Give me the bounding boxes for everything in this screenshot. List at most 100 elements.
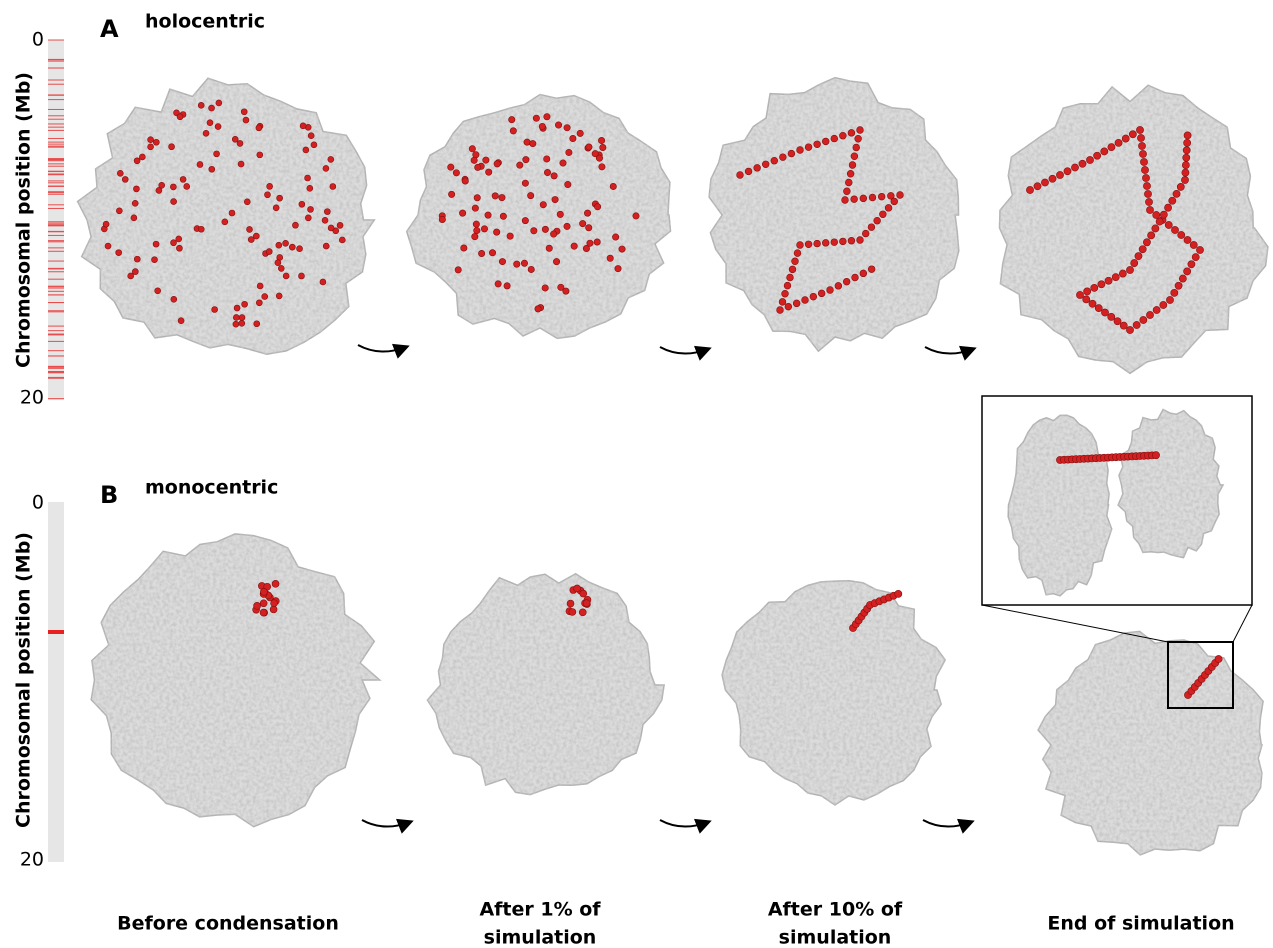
centromere-bead <box>159 182 165 188</box>
centromere-bead <box>564 223 570 229</box>
zoom-line <box>982 605 1168 642</box>
centromere-bead <box>852 274 859 281</box>
chromosome-rendering <box>722 581 945 805</box>
centromere-bead <box>499 258 505 264</box>
centromere-bead <box>1091 284 1098 291</box>
centromere-bead <box>619 246 625 252</box>
centromere-bead <box>1215 655 1222 662</box>
arrow <box>925 347 973 354</box>
centromere-bead <box>1166 296 1173 303</box>
centromere-bead <box>256 300 262 306</box>
centromere-bead <box>851 196 858 203</box>
centromere-bead <box>587 240 593 246</box>
centromere-bead <box>176 236 182 242</box>
centromere-bead <box>1184 139 1191 146</box>
panel-label: A <box>100 15 119 43</box>
panel-title: holocentric <box>145 11 265 33</box>
centromere-bead <box>128 273 134 279</box>
centromere-bead <box>1160 301 1167 308</box>
centromere-bead <box>1101 309 1108 316</box>
centromere-bead <box>242 301 248 307</box>
centromere-bead <box>178 318 184 324</box>
centromere-bead <box>1160 211 1167 218</box>
centromere-bead <box>524 139 530 145</box>
arrow <box>358 345 406 352</box>
centromere-bead <box>1139 150 1146 157</box>
centromere-bead <box>1184 268 1191 275</box>
centromere-bead <box>1112 274 1119 281</box>
centromere-bead <box>779 298 786 305</box>
renderings <box>48 40 1268 862</box>
centromere-bead <box>275 260 281 266</box>
centromere-bead <box>1182 169 1189 176</box>
centromere-bead <box>1181 176 1188 183</box>
centromere-bead <box>473 221 479 227</box>
centromere-bead <box>472 233 478 239</box>
stage-label: simulation <box>779 927 892 948</box>
centromere-bead <box>860 270 867 277</box>
centromere-bead <box>610 183 616 189</box>
centromere-bead <box>1183 154 1190 161</box>
chromosome-rendering <box>427 574 664 795</box>
centromere-bead <box>788 150 795 157</box>
centromere-bead <box>565 181 571 187</box>
centromere-bead <box>1171 226 1178 233</box>
centromere-bead <box>1056 171 1063 178</box>
centromere-bead <box>1169 197 1176 204</box>
centromere-bead <box>257 283 263 289</box>
centromere-bead <box>851 153 858 160</box>
centromere-bead <box>462 178 468 184</box>
arrow <box>660 820 708 827</box>
centromere-bead <box>305 175 311 181</box>
centromere-bead <box>229 210 235 216</box>
centromere-bead <box>493 229 499 235</box>
centromere-bead <box>494 161 500 167</box>
centromere-bead <box>571 243 577 249</box>
centromere-bead <box>209 166 215 172</box>
centromere-bead <box>1173 190 1180 197</box>
centromere-bead <box>1105 277 1112 284</box>
centromere-bead <box>311 142 317 148</box>
centromere-bead <box>233 321 239 327</box>
panel-title: monocentric <box>145 477 278 499</box>
centromere-bead <box>831 135 838 142</box>
centromere-bead <box>544 169 550 175</box>
centromere-bead <box>592 150 598 156</box>
centromere-bead <box>574 585 581 592</box>
centromere-bead <box>553 258 559 264</box>
centromere-bead <box>550 231 556 237</box>
centromere-bead <box>134 256 140 262</box>
centromere-bead <box>857 127 864 134</box>
centromere-bead <box>1089 300 1096 307</box>
centromere-bead <box>560 160 566 166</box>
centromere-bead <box>542 285 548 291</box>
centromere-bead <box>633 213 639 219</box>
centromere-bead <box>1094 152 1101 159</box>
centromere-bead <box>868 266 875 273</box>
centromere-bead <box>267 183 273 189</box>
centromere-bead <box>243 117 249 123</box>
centromere-bead <box>1136 126 1143 133</box>
centromere-bead <box>794 250 801 257</box>
centromere-bead <box>171 240 177 246</box>
position-bar <box>48 502 64 862</box>
centromere-bead <box>504 283 510 289</box>
centromere-bead <box>323 243 329 249</box>
centromere-bead <box>1108 313 1115 320</box>
centromere-bead <box>845 179 852 186</box>
centromere-bead <box>540 201 546 207</box>
centromere-bead <box>1140 158 1147 165</box>
centromere-bead <box>895 590 902 597</box>
centromere-bead <box>303 147 309 153</box>
centromere-bead <box>814 240 821 247</box>
stage-label: After 10% of <box>768 899 903 921</box>
centromere-bead <box>802 297 809 304</box>
arrow <box>923 820 971 827</box>
centromere-bead <box>492 193 498 199</box>
centromere-bead <box>439 216 445 222</box>
centromere-bead <box>198 226 204 232</box>
centromere-bead <box>853 144 860 151</box>
centromere-bead <box>814 141 821 148</box>
centromere-bead <box>789 266 796 273</box>
centromere-bead <box>1146 206 1153 213</box>
